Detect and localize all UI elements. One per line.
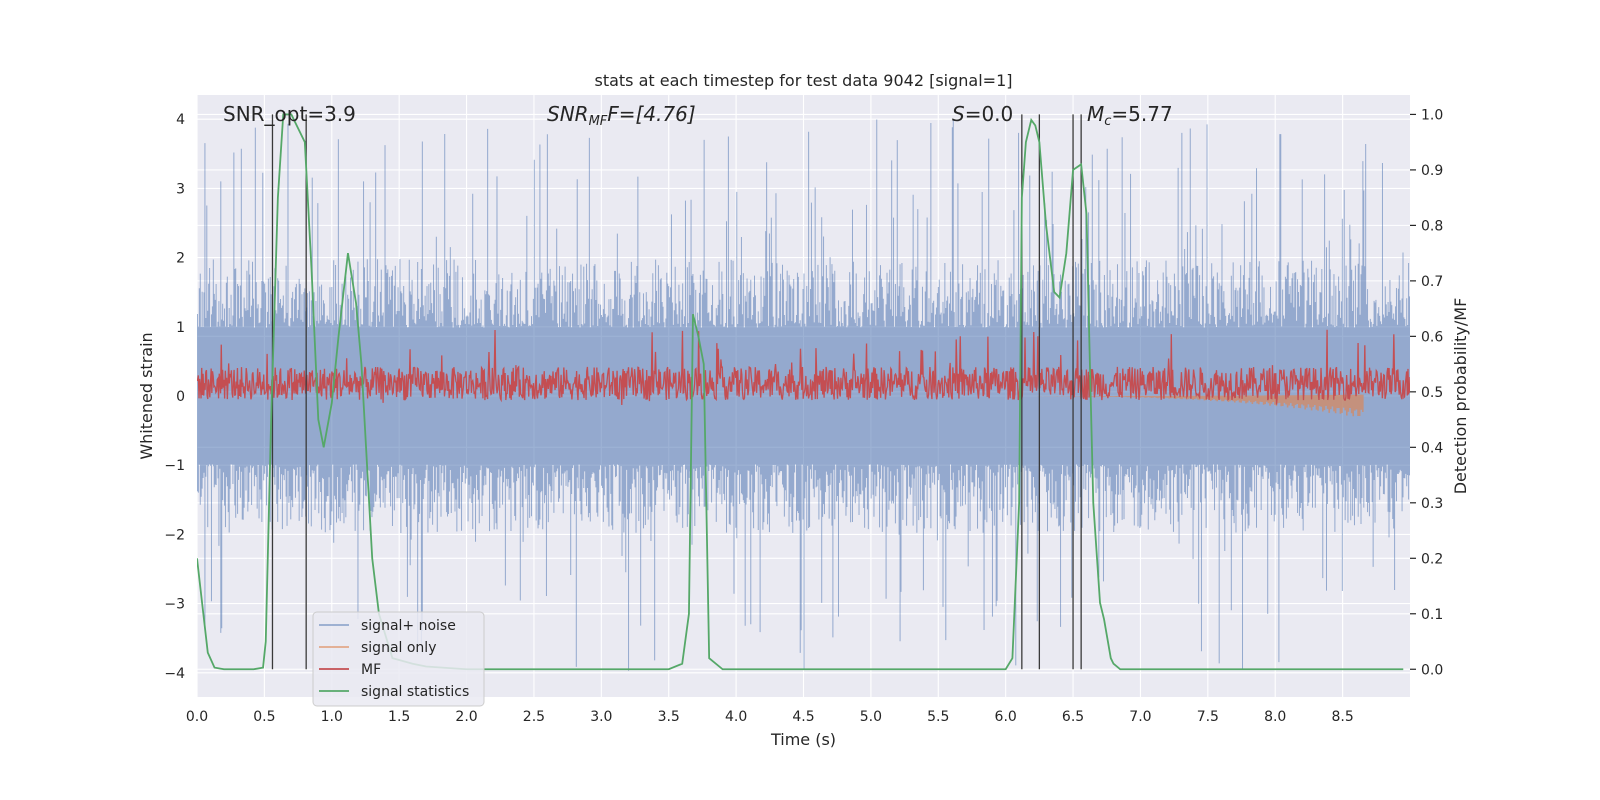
x-tick-label: 4.5 <box>792 709 814 725</box>
plot-area <box>197 113 1410 671</box>
y-tick-label: −3 <box>164 597 185 613</box>
right-y-axis-label: Detection probability/MF <box>1451 298 1470 495</box>
x-tick-label: 3.0 <box>590 709 612 725</box>
x-tick-label: 5.0 <box>860 709 882 725</box>
vertical-markers <box>271 114 1082 670</box>
x-tick-label: 5.5 <box>927 709 949 725</box>
y-tick-label: 3 <box>176 181 185 197</box>
right-y-tick-label: 0.0 <box>1421 662 1443 678</box>
right-y-tick-label: 0.6 <box>1421 329 1443 345</box>
signal-noise-trace <box>197 119 1410 671</box>
legend-box <box>312 611 485 707</box>
right-y-tick-label: 0.5 <box>1421 385 1443 401</box>
y-tick-label: 1 <box>176 320 185 336</box>
x-tick-label: 0.5 <box>253 709 275 725</box>
legend-entry: signal statistics <box>361 684 469 700</box>
annotation-s: S=0.0 <box>952 102 1013 126</box>
y-axis-ticks: 4 3 2 1 0 −1 −2 −3 −4 <box>164 112 185 682</box>
series-signal-statistics <box>197 113 1404 671</box>
right-y-tick-label: 0.9 <box>1421 163 1443 179</box>
annotation-snr-mf-sub: MF <box>589 114 608 129</box>
right-y-tick-label: 0.1 <box>1421 607 1443 623</box>
x-tick-label: 1.0 <box>321 709 343 725</box>
annotation-mc-sub: c <box>1104 114 1111 129</box>
y-tick-label: −2 <box>164 527 185 543</box>
x-tick-label: 0.0 <box>186 709 208 725</box>
y-tick-label: 0 <box>176 389 185 405</box>
x-tick-label: 6.0 <box>995 709 1017 725</box>
y-tick-label: 2 <box>176 251 185 267</box>
x-axis-ticks: 0.0 0.5 1.0 1.5 2.0 2.5 3.0 3.5 4.0 4.5 5.0 5.5 6.0 6… <box>186 709 1354 725</box>
right-y-tick-label: 0.2 <box>1421 551 1443 567</box>
right-y-tick-label: 0.3 <box>1421 496 1443 512</box>
annotation-snr-mf-label: SNR <box>547 102 589 126</box>
x-tick-label: 7.0 <box>1129 709 1151 725</box>
chart-title: stats at each timestep for test data 904… <box>594 71 1012 90</box>
mf-trace <box>197 329 1410 405</box>
x-tick-label: 8.5 <box>1331 709 1353 725</box>
annotation-s-label: S <box>952 102 965 126</box>
annotation-mc-label: M <box>1087 102 1104 126</box>
series-mf <box>197 329 1410 405</box>
legend: signal+ noise signal only MF signal statist… <box>312 611 485 707</box>
legend-entry: MF <box>361 662 381 678</box>
x-axis-label: Time (s) <box>770 730 836 749</box>
annotation-snr-opt: SNR_opt=3.9 <box>223 102 356 126</box>
legend-entry: signal only <box>361 640 436 656</box>
y-tick-label: −4 <box>164 666 185 682</box>
signal-statistics-trace <box>197 113 1404 671</box>
x-tick-label: 2.0 <box>455 709 477 725</box>
x-tick-label: 2.5 <box>523 709 545 725</box>
x-tick-label: 1.5 <box>388 709 410 725</box>
series-signal-noise <box>197 119 1410 671</box>
x-tick-label: 7.5 <box>1197 709 1219 725</box>
annotation-snr-mf-value: F=[4.76] <box>607 102 695 126</box>
annotation-mc: Mc=5.77 <box>1087 102 1173 129</box>
right-y-tick-label: 1.0 <box>1421 107 1443 123</box>
right-y-tick-label: 0.4 <box>1421 440 1443 456</box>
x-tick-label: 8.0 <box>1264 709 1286 725</box>
y-axis-label: Whitened strain <box>137 332 156 459</box>
annotation-snr-mf: SNRMFF=[4.76] <box>547 102 696 129</box>
annotation-s-value: =0.0 <box>965 102 1014 126</box>
right-y-tick-label: 0.7 <box>1421 274 1443 290</box>
annotations: SNR_opt=3.9 SNRMFF=[4.76] S=0.0 Mc=5.77 <box>223 102 1173 129</box>
y-tick-label: 4 <box>176 112 185 128</box>
y-tick-label: −1 <box>164 458 185 474</box>
x-tick-label: 4.0 <box>725 709 747 725</box>
right-y-axis-ticks: 1.0 0.9 0.8 0.7 0.6 0.5 0.4 0.3 0.2 0.1 0.0 <box>1410 107 1443 678</box>
right-y-tick-label: 0.8 <box>1421 218 1443 234</box>
legend-entry: signal+ noise <box>361 618 456 634</box>
annotation-mc-value: =5.77 <box>1111 102 1172 126</box>
x-tick-label: 6.5 <box>1062 709 1084 725</box>
x-tick-label: 3.5 <box>658 709 680 725</box>
